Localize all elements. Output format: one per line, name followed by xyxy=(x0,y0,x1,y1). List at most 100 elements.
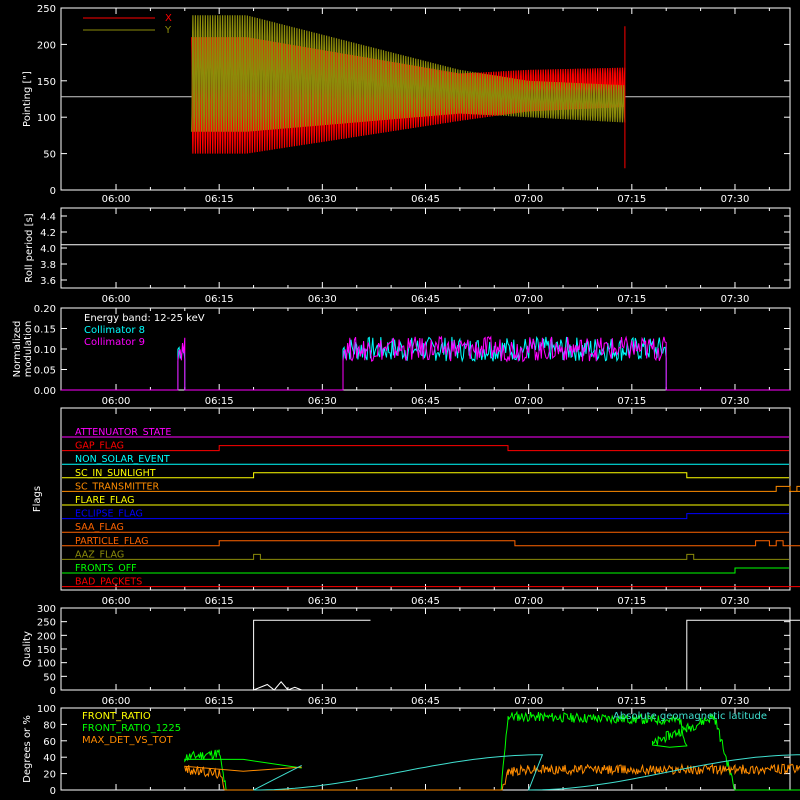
y-tick-label: 0 xyxy=(50,786,56,797)
y-tick-label: 0.10 xyxy=(34,345,56,356)
y-axis-label: Pointing ["] xyxy=(22,71,33,127)
legend-label: Y xyxy=(164,25,172,36)
x-tick-label: 07:30 xyxy=(721,696,750,707)
flag-line-bad-packets xyxy=(62,586,800,588)
flag-label: FLARE_FLAG xyxy=(75,495,135,506)
x-tick-label: 06:45 xyxy=(411,194,440,205)
y-tick-label: 200 xyxy=(37,40,56,51)
y-tick-label: 80 xyxy=(43,720,56,731)
y-tick-label: 4.4 xyxy=(40,212,56,223)
legend-label: MAX_DET_VS_TOT xyxy=(82,735,174,746)
ratio-line-absolute-geomagnetic-latitude xyxy=(253,754,800,791)
y-tick-label: 4.0 xyxy=(40,244,56,255)
flag-line-aaz-flag xyxy=(62,553,789,560)
x-tick-label: 06:00 xyxy=(102,194,131,205)
x-tick-label: 06:30 xyxy=(308,194,337,205)
y-axis-label-line: Normalized xyxy=(12,321,23,378)
y-tick-label: 60 xyxy=(43,737,56,748)
flag-line-sc-in-sunlight xyxy=(62,472,789,479)
x-tick-label: 06:00 xyxy=(102,396,131,407)
x-tick-label: 06:15 xyxy=(205,396,234,407)
panel-quality: 0 50 100 150 200 250 300 06:00 06:15 06:30 06:45 07… xyxy=(22,604,800,707)
flag-label: NON_SOLAR_EVENT xyxy=(75,454,170,465)
y-tick-label: 0 xyxy=(50,686,56,697)
x-tick-label: 06:30 xyxy=(308,396,337,407)
y-tick-label: 3.6 xyxy=(40,276,56,287)
flag-line-gap-flag xyxy=(62,445,789,452)
flag-label: SAA_FLAG xyxy=(75,522,124,533)
y-axis-label: Flags xyxy=(32,486,43,512)
flag-label: GAP_FLAG xyxy=(75,441,124,452)
x-tick-label: 07:15 xyxy=(617,596,646,607)
panel-ratios: 0 20 40 60 80 100 Degrees or % FRONT_RATIOFRONT… xyxy=(22,704,800,797)
x-tick-label: 06:15 xyxy=(205,294,234,305)
legend-label: Collimator 9 xyxy=(84,337,145,348)
flag-label: SC_TRANSMITTER xyxy=(75,481,160,492)
flag-label: ECLIPSE_FLAG xyxy=(75,509,143,520)
x-tick-label: 07:30 xyxy=(721,194,750,205)
flag-label: SC_IN_SUNLIGHT xyxy=(75,468,156,479)
flag-line-eclipse-flag xyxy=(62,513,789,520)
x-tick-label: 06:45 xyxy=(411,396,440,407)
panel-pointing: 0 50 100 150 200 250 06:00 06:15 06:30 06:45 07:00… xyxy=(22,4,791,205)
modulation-collimator-9-line xyxy=(61,335,790,391)
x-tick-label: 07:15 xyxy=(617,696,646,707)
y-tick-label: 200 xyxy=(37,631,56,642)
panel-modulation: 0.00 0.05 0.10 0.15 0.20 06:00 06:15 06:30 06:45… xyxy=(12,304,791,407)
y-tick-label: 100 xyxy=(37,659,56,670)
y-tick-label: 0.05 xyxy=(34,366,56,377)
flag-label: BAD_PACKETS xyxy=(75,577,142,588)
panel-roll-period: 3.6 3.8 4.0 4.2 4.4 06:00 06:15 06:30 06:45 07:00… xyxy=(24,207,791,305)
y-tick-label: 0.15 xyxy=(34,325,56,336)
legend-label: FRONT_RATIO xyxy=(82,711,151,722)
y-tick-label: 250 xyxy=(37,4,56,15)
x-tick-label: 06:45 xyxy=(411,696,440,707)
x-tick-label: 06:30 xyxy=(308,294,337,305)
x-tick-label: 06:15 xyxy=(205,194,234,205)
quality-line xyxy=(253,619,800,691)
x-tick-label: 06:00 xyxy=(102,696,131,707)
ratio-line-max-det-vs-tot xyxy=(184,762,800,791)
y-tick-label: 0.20 xyxy=(34,304,56,315)
y-tick-label: 20 xyxy=(43,770,56,781)
x-tick-label: 06:30 xyxy=(308,596,337,607)
x-tick-label: 07:15 xyxy=(617,294,646,305)
y-tick-label: 150 xyxy=(37,645,56,656)
geomagnetic-latitude-label: Absolute geomagnetic latitude xyxy=(613,711,767,722)
series-y-line xyxy=(191,15,626,132)
x-tick-label: 07:30 xyxy=(721,294,750,305)
panel-flags: 06:00 06:15 06:30 06:45 07:00 07:15 07:30 Flags… xyxy=(32,407,800,607)
x-tick-label: 06:15 xyxy=(205,696,234,707)
flag-line-fronts-off xyxy=(62,567,789,574)
x-tick-label: 06:30 xyxy=(308,696,337,707)
y-axis-label: Quality xyxy=(22,631,33,667)
y-axis-label: Degrees or % xyxy=(22,715,33,783)
legend-label: Collimator 8 xyxy=(84,325,145,336)
x-tick-label: 07:00 xyxy=(514,294,543,305)
x-tick-label: 06:15 xyxy=(205,596,234,607)
x-tick-label: 06:00 xyxy=(102,294,131,305)
flag-line-sc-transmitter xyxy=(62,485,800,492)
x-tick-label: 07:00 xyxy=(514,596,543,607)
y-axis-label: Roll period [s] xyxy=(24,213,35,282)
legend-label: FRONT_RATIO_1225 xyxy=(82,723,181,734)
y-tick-label: 100 xyxy=(37,113,56,124)
flag-label: FRONTS_OFF xyxy=(75,563,137,574)
x-tick-label: 07:00 xyxy=(514,696,543,707)
x-tick-label: 07:00 xyxy=(514,194,543,205)
flag-line-particle-flag xyxy=(62,540,800,547)
x-tick-label: 07:15 xyxy=(617,396,646,407)
x-tick-label: 06:00 xyxy=(102,596,131,607)
x-tick-label: 07:00 xyxy=(514,396,543,407)
x-tick-label: 07:15 xyxy=(617,194,646,205)
y-axis-label: Normalizedmodulation xyxy=(12,321,34,378)
flag-label: ATTENUATOR_STATE xyxy=(75,427,171,438)
x-tick-label: 07:30 xyxy=(721,596,750,607)
legend-label: X xyxy=(165,13,172,24)
y-tick-label: 250 xyxy=(37,618,56,629)
y-tick-label: 4.2 xyxy=(40,228,56,239)
y-tick-label: 40 xyxy=(43,753,56,764)
y-tick-label: 150 xyxy=(37,77,56,88)
